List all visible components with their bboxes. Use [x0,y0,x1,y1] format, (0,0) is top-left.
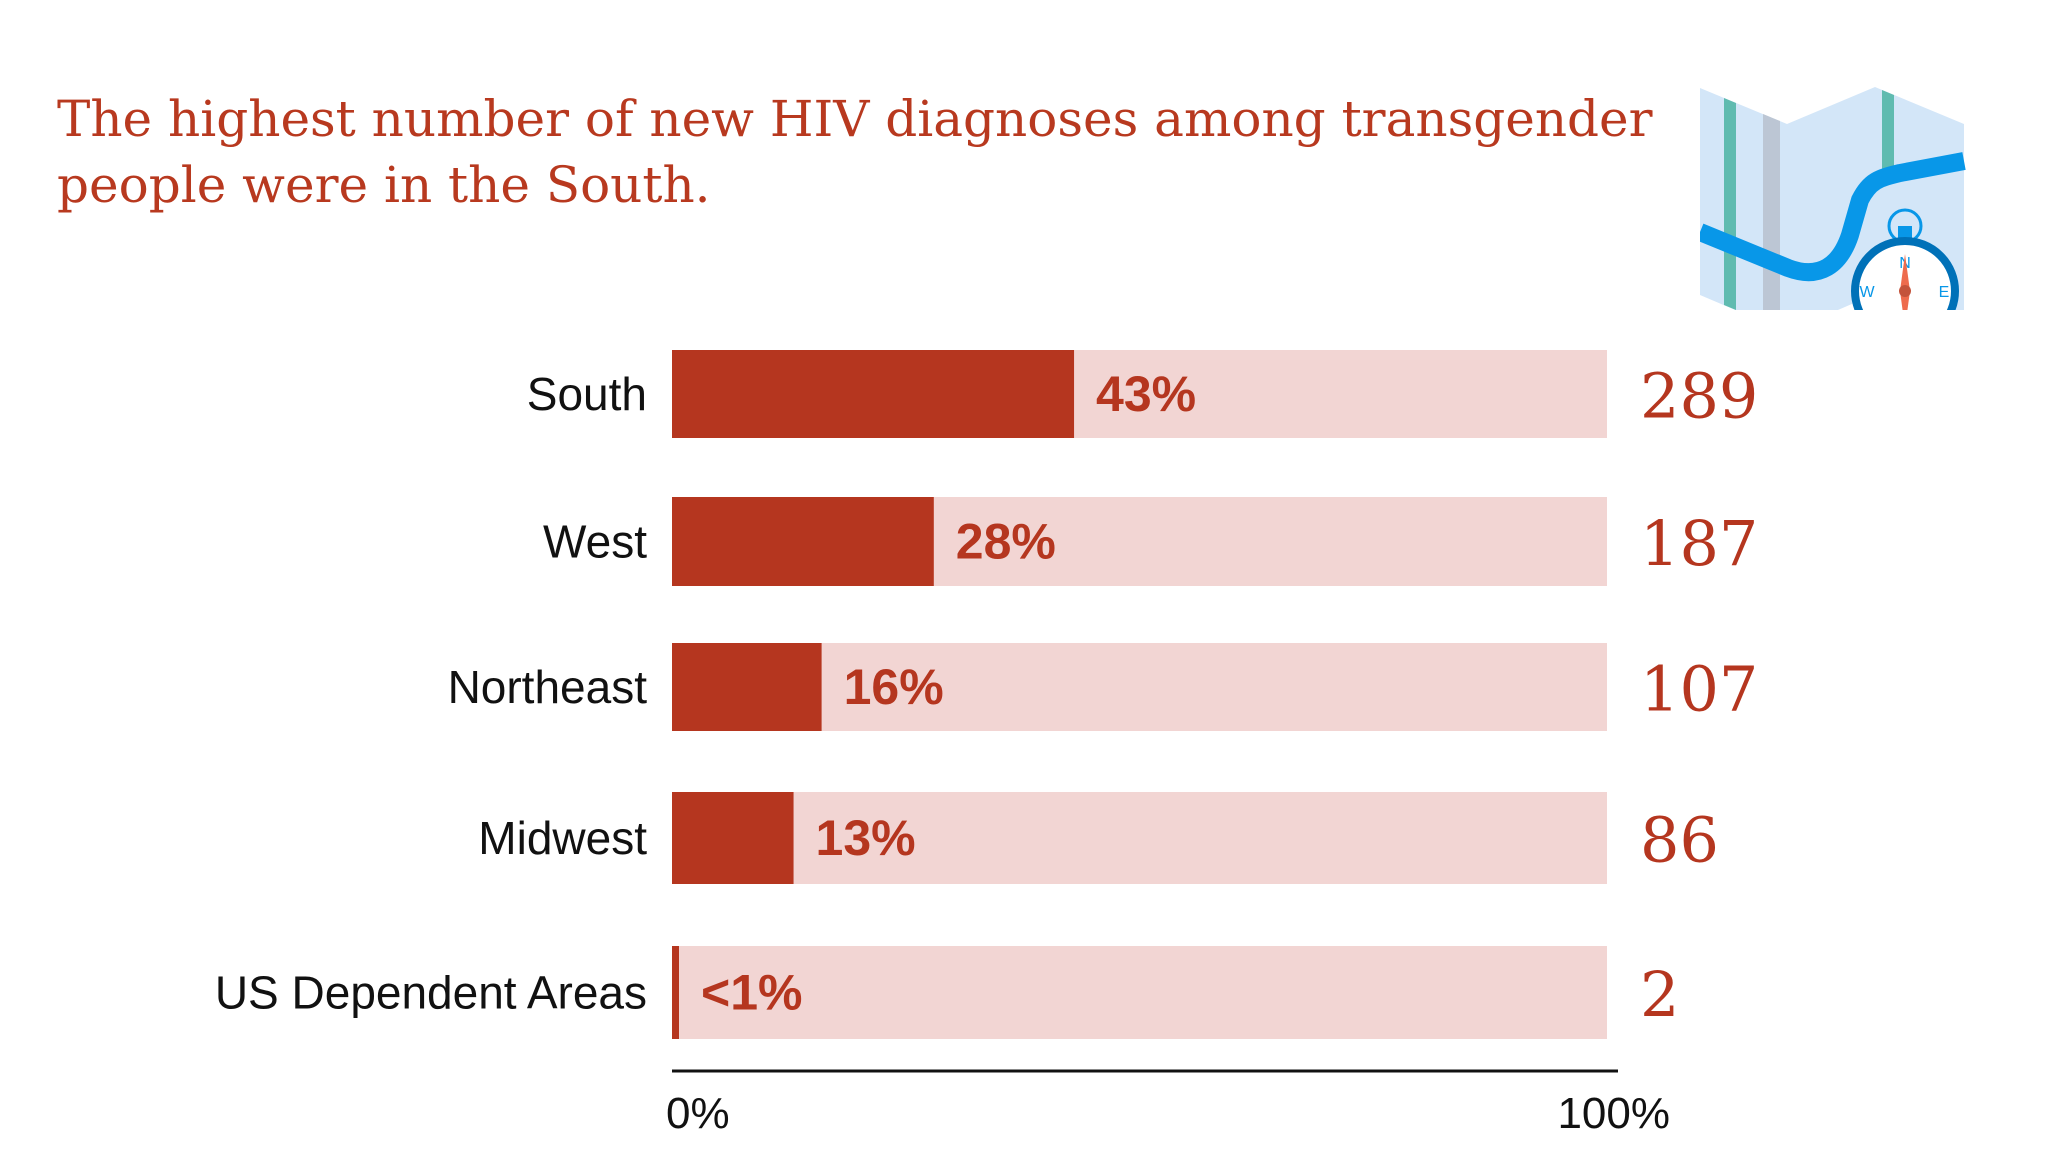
category-label: Northeast [448,661,648,713]
count-label: 289 [1640,360,1758,433]
bar-track [672,946,1607,1039]
percent-label: 13% [816,810,916,866]
percent-label: 16% [844,659,944,715]
x-tick-label: 100% [1557,1089,1670,1138]
bar-track [672,792,1607,884]
percent-label: 28% [956,514,1056,570]
chart-title: The highest number of new HIV diagnoses … [57,90,1653,214]
count-label: 86 [1640,804,1719,877]
percent-label: <1% [701,965,802,1021]
bar [672,643,822,731]
svg-text:E: E [1939,284,1950,301]
category-label: US Dependent Areas [215,967,647,1019]
count-label: 187 [1640,507,1758,580]
bar [672,946,679,1039]
count-label: 2 [1640,958,1679,1031]
bar [672,497,934,586]
category-label: South [527,368,647,420]
map-with-compass-icon: N S W E [1700,87,1966,310]
count-label: 107 [1640,653,1758,726]
bar [672,792,794,884]
percent-label: 43% [1096,366,1196,422]
category-label: West [543,516,647,568]
bar-track [672,643,1607,731]
x-tick-label: 0% [666,1089,730,1138]
svg-text:W: W [1859,284,1875,301]
category-label: Midwest [478,812,647,864]
bar [672,350,1075,438]
